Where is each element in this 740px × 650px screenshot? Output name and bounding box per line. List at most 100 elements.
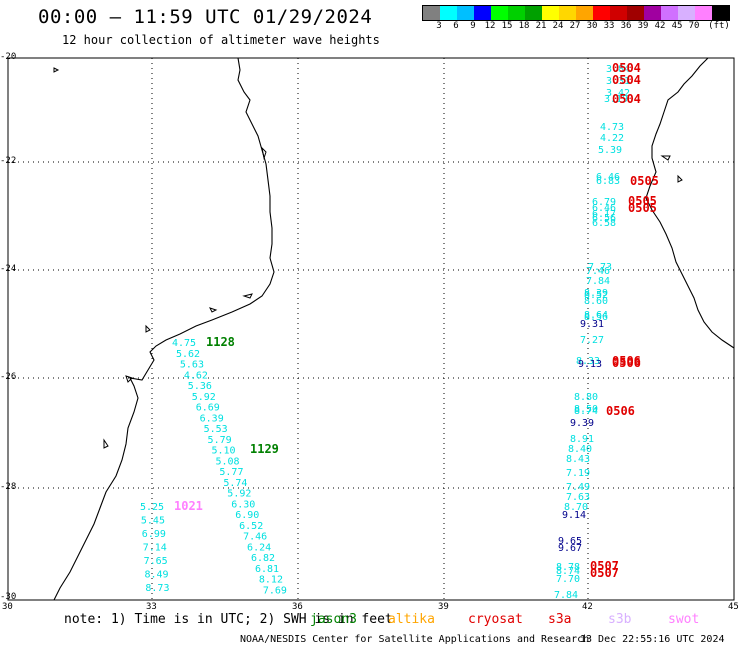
wave-height-value: 5.74 [223,478,247,489]
wave-height-value: 5.77 [219,467,243,478]
legend-jason3: jason3 [310,612,357,627]
wave-height-value: 6.69 [196,403,220,414]
scale-label: 6 [453,21,459,31]
wave-height-value: 6.58 [592,218,616,229]
wave-height-value: 5.08 [215,456,239,467]
wave-height-value: 5.25 [140,502,164,513]
scale-label: 39 [637,21,649,31]
wave-height-value: 8.39 [584,288,608,299]
wave-height-value: 7.19 [566,468,590,479]
wave-height-value: 6.17 [592,209,616,220]
wave-height-value: 8.33 [576,356,600,367]
wave-height-value: 3.42 [606,88,630,99]
wave-height-value: 8.43 [566,454,590,465]
wave-height-value: 4.62 [184,370,208,381]
legend-swot: swot [668,612,700,627]
scale-label: 70 [688,21,700,31]
wave-height-value: 5.62 [176,349,200,360]
scale-label: 30 [586,21,598,31]
wave-height-value: 5.53 [204,424,228,435]
scale-label: 3 [436,21,442,31]
scale-label: 33 [603,21,615,31]
wave-height-value: 3.19 [604,94,628,105]
latitude-label: -28 [0,482,17,492]
latitude-label: -22 [0,156,17,166]
scale-swatch-15 [678,6,695,20]
latitude-label: -26 [0,372,17,382]
coastal-islets [53,67,683,449]
wave-height-value: 3.31 [606,76,630,87]
wave-height-value: 8.52 [584,290,608,301]
scale-label: 27 [569,21,581,31]
wave-height-value: 8.74 [574,406,598,417]
madagascar-coastline [645,57,735,349]
wave-height-value: 4.73 [600,122,624,133]
scale-label: 42 [654,21,666,31]
longitude-label: 33 [146,602,157,612]
wave-height-value: 5.39 [598,145,622,156]
scale-label: 45 [671,21,683,31]
track-id-label: 0507 [590,559,619,573]
altimeter-tracks: 4.755.625.634.625.365.926.696.395.535.79… [140,64,630,601]
scale-swatch-6 [525,6,542,20]
african-coastline [53,57,275,601]
scale-swatch-7 [542,6,559,20]
wave-height-value: 9.67 [558,543,582,554]
wave-height-value: 6.90 [235,510,259,521]
wave-height-value: 9.65 [558,536,582,547]
wave-height-value: 8.80 [574,392,598,403]
wave-height-value: 8.78 [556,562,580,573]
wave-height-value: 5.10 [212,446,236,457]
wave-height-value: 6.56 [592,213,616,224]
wave-height-value: 6.39 [200,413,224,424]
scale-swatch-11 [610,6,627,20]
generated-time: 13 Dec 22:55:16 UTC 2024 [580,634,725,645]
legend-s3b: s3b [608,612,632,627]
map-frame [7,57,735,601]
track-id-label: 0505 [628,194,657,208]
wave-height-value: 8.60 [584,296,608,307]
wave-height-value: 8.49 [145,570,169,581]
color-scale-bar [422,5,730,21]
latitude-label: -20 [0,52,17,62]
scale-swatch-2 [457,6,474,20]
scale-swatch-8 [559,6,576,20]
scale-swatch-4 [491,6,508,20]
wave-height-value: 6.79 [592,197,616,208]
wave-height-value: 5.63 [180,360,204,371]
wave-height-value: 7.65 [144,556,168,567]
legend-cryosat: cryosat [468,612,523,627]
wave-height-value: 6.82 [251,553,275,564]
wave-height-value: 8.74 [556,566,580,577]
legend-s3a: s3a [548,612,572,627]
wave-height-value: 5.79 [208,435,232,446]
wave-height-value: 8.91 [570,434,594,445]
track-id-label: 0505 [628,201,657,215]
wave-height-value: 6.46 [596,172,620,183]
scale-label: 9 [470,21,476,31]
track-id-label: 1128 [206,335,235,349]
track-labels: 1128112910210504050405040505050505050506… [174,61,659,580]
longitude-label: 42 [582,602,593,612]
track-id-label: 0504 [612,92,641,106]
scale-swatch-13 [644,6,661,20]
scale-label: 21 [535,21,547,31]
wave-height-value: 7.63 [566,492,590,503]
track-id-label: 1021 [174,499,203,513]
scale-swatch-5 [508,6,525,20]
scale-swatch-16 [695,6,712,20]
wave-height-value: 4.22 [600,133,624,144]
wave-height-value: 5.92 [227,489,251,500]
scale-swatch-1 [440,6,457,20]
scale-label: 15 [501,21,513,31]
map-subtitle: 12 hour collection of altimeter wave hei… [62,33,380,47]
scale-label: 12 [484,21,496,31]
footer-note: note: 1) Time is in UTC; 2) SWH is in fe… [64,612,393,627]
wave-height-value: 6.81 [255,564,279,575]
wave-height-value: 8.70 [564,502,588,513]
latitude-label: -24 [0,264,17,274]
longitude-label: 39 [438,602,449,612]
track-id-label: 0504 [612,73,641,87]
scale-swatch-0 [423,6,440,20]
